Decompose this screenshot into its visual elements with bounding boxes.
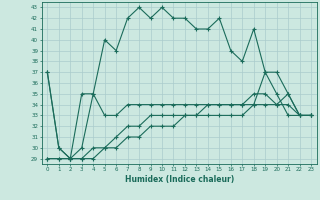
X-axis label: Humidex (Indice chaleur): Humidex (Indice chaleur) [124,175,234,184]
